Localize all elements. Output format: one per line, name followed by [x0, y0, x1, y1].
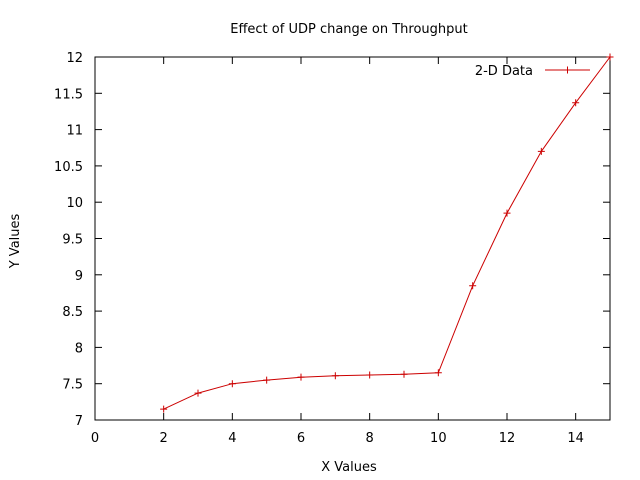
data-point	[160, 405, 168, 413]
y-tick-label: 9.5	[62, 233, 83, 248]
y-tick-label: 8	[75, 341, 83, 356]
data-point	[331, 372, 339, 380]
y-tick-label: 7.5	[62, 378, 83, 393]
y-tick-label: 12	[66, 51, 83, 66]
legend: 2-D Data	[475, 64, 590, 79]
series-layer	[160, 53, 614, 413]
x-axis-label: X Values	[321, 460, 377, 475]
data-point	[297, 373, 305, 381]
x-tick-label: 10	[430, 431, 447, 446]
y-tick-label: 7	[75, 414, 83, 429]
data-point	[537, 147, 545, 155]
data-point	[263, 376, 271, 384]
y-tick-label: 11	[66, 124, 83, 139]
x-tick-label: 8	[366, 431, 374, 446]
data-point	[366, 371, 374, 379]
x-tick-label: 2	[160, 431, 168, 446]
legend-label: 2-D Data	[475, 64, 533, 79]
data-point	[228, 380, 236, 388]
plot-frame	[94, 56, 611, 421]
y-tick-label: 10	[66, 196, 83, 211]
y-axis-label: Y Values	[8, 214, 23, 270]
x-axis: 0 2 4 6 8 10 12 14	[91, 57, 584, 446]
chart-title: Effect of UDP change on Throughput	[230, 22, 468, 37]
y-axis: 7 7.5 8 8.5 9 9.5 10 10.5 11 11.5 12	[54, 51, 610, 429]
y-tick-label: 8.5	[62, 305, 83, 320]
data-point	[572, 99, 580, 107]
data-point	[606, 53, 614, 61]
data-point	[503, 209, 511, 217]
x-tick-label: 14	[567, 431, 584, 446]
x-tick-label: 6	[297, 431, 305, 446]
x-tick-label: 0	[91, 431, 99, 446]
y-tick-label: 10.5	[54, 160, 83, 175]
series-line	[163, 56, 611, 410]
y-tick-label: 9	[75, 269, 83, 284]
legend-marker	[564, 66, 571, 74]
data-point	[469, 282, 477, 290]
x-tick-label: 12	[499, 431, 516, 446]
data-point	[400, 370, 408, 378]
data-point	[434, 369, 442, 377]
y-tick-label: 11.5	[54, 87, 83, 102]
data-point	[194, 389, 202, 397]
x-tick-label: 4	[228, 431, 236, 446]
